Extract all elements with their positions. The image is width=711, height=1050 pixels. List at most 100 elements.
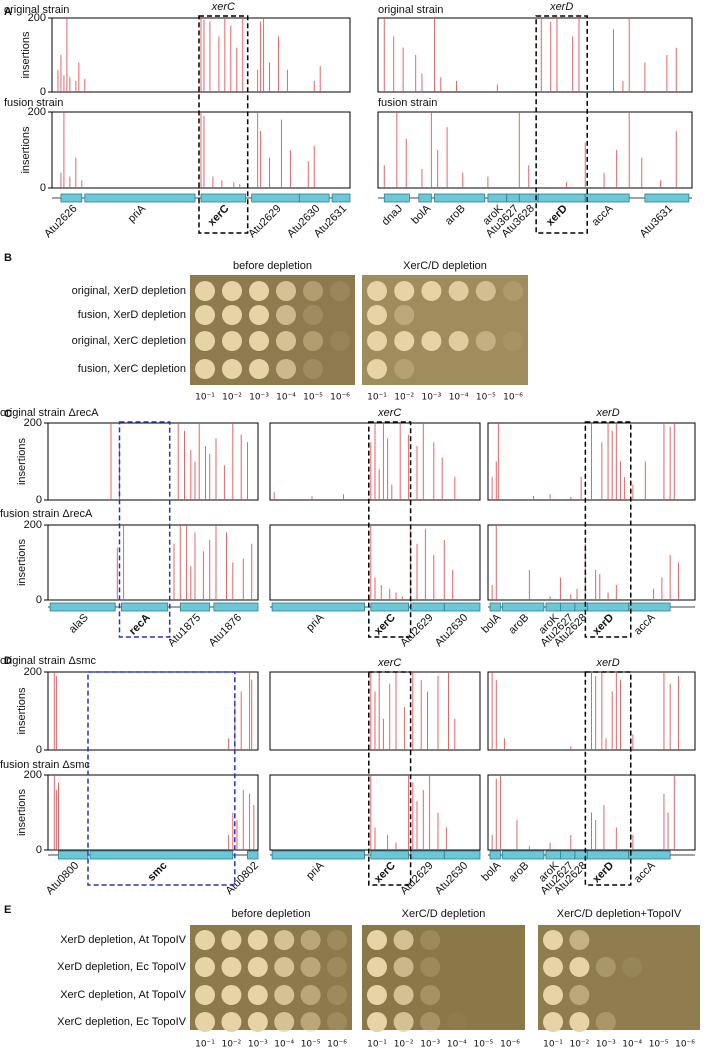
plot-frame [47, 524, 259, 601]
colony-spot [303, 281, 323, 301]
colony-spot [367, 281, 387, 301]
colony-spot [543, 930, 563, 950]
gene-label: Atu2630 [433, 860, 470, 897]
colony-spot [394, 305, 415, 325]
colony-spot [367, 331, 387, 351]
dilution-label: 10⁻¹ [367, 1040, 387, 1050]
gene-label: accA [632, 859, 658, 885]
dilution-label: 10⁻³ [596, 1040, 616, 1050]
colony-spot [330, 331, 350, 351]
panel-letter: D [4, 655, 12, 667]
dilution-label: 10⁻² [569, 1040, 589, 1050]
dilution-label: 10⁻² [222, 393, 242, 403]
colony-spot [303, 331, 323, 351]
gene [537, 193, 586, 203]
gene [586, 602, 630, 612]
highlight-box [368, 671, 412, 886]
plot-title: original strain Δsmc [0, 655, 96, 667]
highlight-box [87, 671, 236, 886]
dilution-label: 10⁻³ [420, 1040, 440, 1050]
gene [489, 602, 501, 612]
colony-spot [249, 331, 269, 351]
plot-title: fusion strain ΔrecA [0, 508, 93, 520]
colony-spot [195, 957, 215, 977]
gene-label: priA [304, 611, 327, 634]
gene [443, 850, 481, 860]
highlight-box [118, 421, 171, 638]
gene [560, 850, 576, 860]
plot-frame [377, 111, 693, 189]
colony-spot [503, 331, 523, 351]
gene [251, 193, 300, 203]
colony-spot [222, 359, 242, 379]
dilution-label: 10⁻⁴ [447, 1040, 467, 1050]
gene-label: accA [590, 202, 616, 228]
highlight-label: xerD [595, 407, 619, 419]
panel-letter: C [4, 408, 12, 420]
dilution-label: 10⁻⁶ [330, 393, 350, 403]
colony-spot [274, 930, 295, 950]
plot-title: original strain ΔrecA [0, 407, 99, 419]
gene [560, 602, 576, 612]
panel-letter: A [4, 6, 12, 18]
gene [121, 602, 169, 612]
plot-frame [47, 422, 259, 501]
gene-label: xerC [372, 612, 398, 638]
gene [502, 850, 545, 860]
panel-letter: B [4, 252, 12, 264]
colony-spot [569, 930, 590, 950]
colony-spot [420, 957, 441, 977]
colony-spot [327, 985, 347, 1005]
gene-label: Atu2629 [398, 612, 435, 649]
plot-title: fusion strain [378, 97, 437, 109]
gene-label: bolA [479, 611, 504, 636]
plot-title: original strain [378, 4, 443, 16]
plot-title: fusion strain [4, 97, 63, 109]
plate-image [362, 925, 525, 1030]
highlight-box [584, 671, 632, 886]
dilution-label: 10⁻³ [249, 393, 269, 403]
y-tick-label: 0 [36, 594, 42, 606]
plate-title: XerC/D depletion+TopoIV [557, 908, 682, 920]
highlight-label: xerC [211, 1, 235, 13]
dilution-label: 10⁻¹ [367, 393, 387, 403]
gene [58, 850, 89, 860]
colony-spot [367, 359, 387, 379]
colony-spot [195, 281, 215, 301]
plate-title: XerC/D depletion [403, 260, 487, 272]
colony-spot [475, 281, 496, 301]
y-tick-label: 200 [24, 417, 42, 429]
colony-spot [221, 1012, 242, 1032]
gene-label: xerC [206, 203, 232, 229]
colony-spot [420, 1012, 441, 1032]
colony-spot [420, 985, 441, 1005]
row-label: XerD depletion, Ec TopoIV [57, 961, 186, 973]
colony-spot [420, 930, 441, 950]
gene-label: Atu1875 [166, 612, 203, 649]
plot-frame [487, 524, 696, 601]
dilution-label: 10⁻² [221, 1040, 241, 1050]
gene-label: alaS [67, 612, 91, 636]
dilution-label: 10⁻⁵ [649, 1040, 669, 1050]
colony-spot [367, 305, 387, 325]
dilution-label: 10⁻⁵ [303, 393, 323, 403]
gene [271, 602, 365, 612]
gene-label: Atu2629 [398, 860, 435, 897]
row-label: XerD depletion, At TopoIV [60, 934, 186, 946]
gene-label: accA [632, 611, 658, 637]
colony-spot [367, 930, 387, 950]
y-tick-label: 0 [36, 844, 42, 856]
colony-spot [543, 957, 563, 977]
colony-spot [300, 930, 321, 950]
gene-label: Atu0800 [44, 860, 81, 897]
colony-spot [327, 930, 347, 950]
plate-title: before depletion [233, 260, 312, 272]
colony-spot [274, 985, 295, 1005]
y-tick-label: 0 [36, 494, 42, 506]
gene-label: aroB [506, 860, 531, 885]
gene [443, 602, 481, 612]
gene [628, 850, 671, 860]
dilution-label: 10⁻⁶ [327, 1040, 347, 1050]
dilution-label: 10⁻² [394, 1040, 414, 1050]
